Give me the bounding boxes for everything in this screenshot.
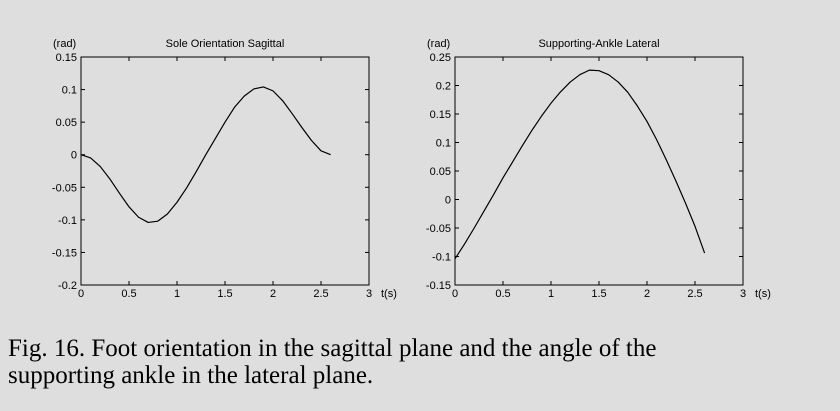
y-tick-label: 0.15 <box>56 52 77 64</box>
x-tick-label: 0.5 <box>121 288 136 300</box>
y-tick-label: 0.25 <box>430 52 451 64</box>
y-tick-label: 0.05 <box>430 166 451 178</box>
y-tick-label: -0.05 <box>52 182 77 194</box>
y-unit-label: (rad) <box>427 38 450 50</box>
caption-line-2: supporting ankle in the lateral plane. <box>8 362 374 389</box>
figure-caption: Fig. 16. Foot orientation in the sagitta… <box>8 335 834 389</box>
chart-1: 0 0.5 1 1.5 2 2.5 3 -0.2 -0.15 -0.1 -0.05 0 0.05 0.1 0… <box>52 38 397 300</box>
x-tick-label: 2.5 <box>313 288 328 300</box>
y-tick-label: 0.1 <box>62 85 77 97</box>
y-tick-label: -0.2 <box>58 280 77 292</box>
y-tick-label: 0.2 <box>436 81 451 93</box>
x-tick-label: 0 <box>452 288 458 300</box>
y-tick-label: -0.05 <box>426 223 451 235</box>
x-tick-label: 3 <box>366 288 372 300</box>
x-unit-label: t(s) <box>381 288 397 300</box>
plot-frame <box>80 56 370 286</box>
y-tick-label: 0.1 <box>436 138 451 150</box>
y-tick-label: -0.1 <box>432 252 451 264</box>
x-tick-label: 1.5 <box>591 288 606 300</box>
x-tick-label: 2.5 <box>687 288 702 300</box>
x-tick-label: 3 <box>740 288 746 300</box>
chart-title: Sole Orientation Sagittal <box>166 38 285 50</box>
y-unit-label: (rad) <box>53 38 76 50</box>
plot-frame <box>454 56 744 286</box>
chart-title: Supporting-Ankle Lateral <box>538 38 659 50</box>
x-tick-label: 1 <box>174 288 180 300</box>
x-tick-label: 1 <box>548 288 554 300</box>
y-tick-label: -0.15 <box>426 280 451 292</box>
series-line <box>454 69 706 260</box>
x-tick-label: 0 <box>78 288 84 300</box>
x-unit-label: t(s) <box>755 288 771 300</box>
y-tick-label: 0.05 <box>56 117 77 129</box>
series-line <box>80 86 331 224</box>
chart-2: 0 0.5 1 1.5 2 2.5 3 -0.15 -0.1 -0.05 0 0.05 0.1 0.15 0… <box>426 38 771 300</box>
caption-line-1: Fig. 16. Foot orientation in the sagitta… <box>8 335 657 362</box>
y-tick-label: 0 <box>71 150 77 162</box>
x-tick-label: 2 <box>644 288 650 300</box>
x-tick-label: 0.5 <box>495 288 510 300</box>
y-tick-label: 0 <box>445 195 451 207</box>
y-tick-label: 0.15 <box>430 109 451 121</box>
x-tick-label: 2 <box>270 288 276 300</box>
x-tick-label: 1.5 <box>217 288 232 300</box>
y-tick-label: -0.1 <box>58 215 77 227</box>
y-tick-label: -0.15 <box>52 247 77 259</box>
